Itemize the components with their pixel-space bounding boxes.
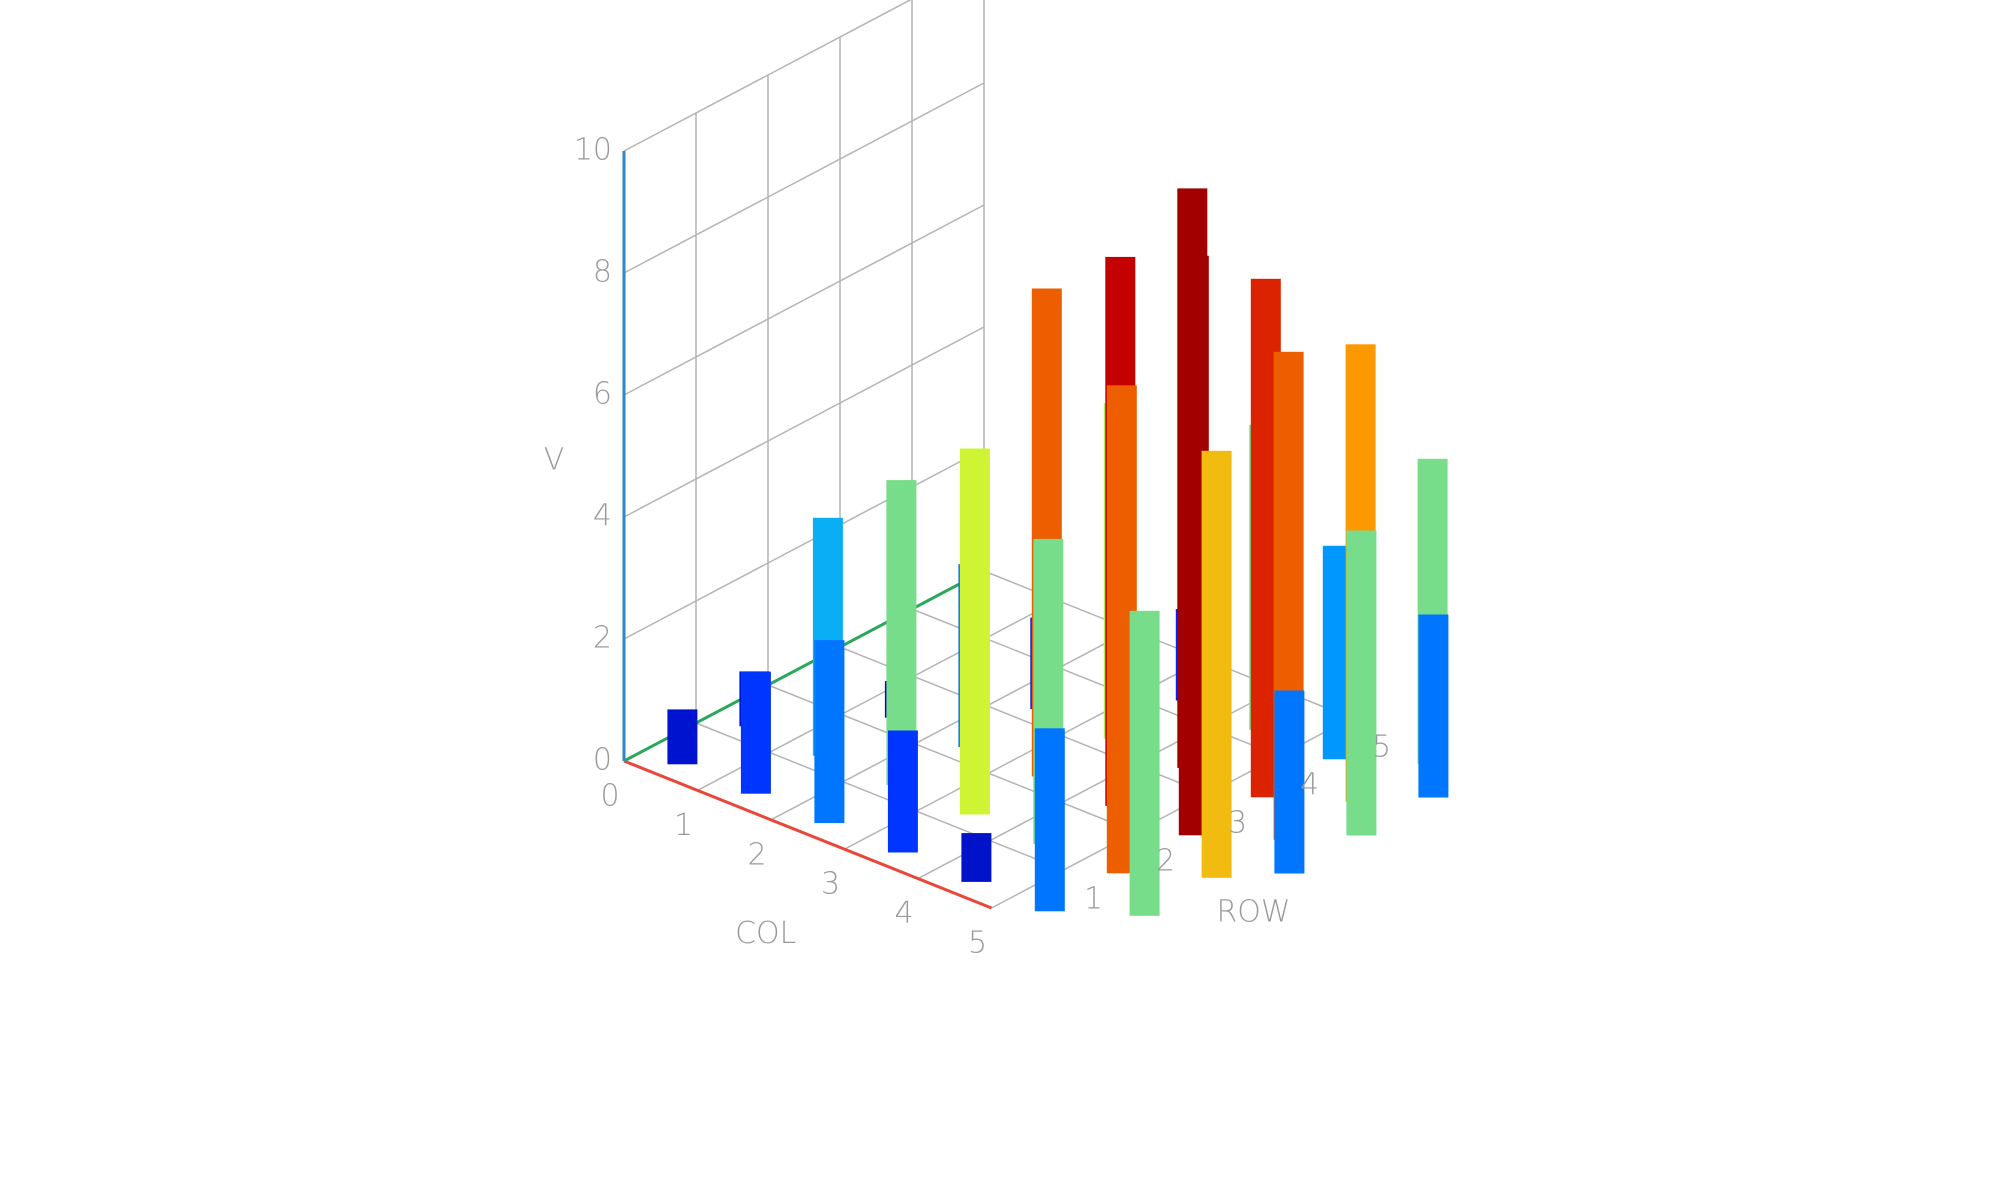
bar — [814, 640, 845, 824]
v-tick-label: 4 — [593, 499, 612, 534]
chart-bars — [667, 188, 1449, 916]
bar — [1274, 690, 1305, 874]
row-tick-label: 2 — [1156, 844, 1175, 879]
v-tick-label: 8 — [593, 255, 612, 290]
v-axis-title: V — [544, 443, 565, 478]
bar — [961, 833, 992, 882]
chart-axes — [622, 151, 993, 910]
row-tick-label: 4 — [1300, 768, 1319, 803]
bar — [959, 448, 990, 815]
row-tick-label: 1 — [1084, 882, 1103, 917]
v-tick-label: 6 — [593, 377, 612, 412]
bar — [1346, 530, 1377, 836]
col-tick-label: 2 — [747, 837, 766, 872]
col-tick-label: 5 — [968, 926, 987, 961]
bar — [1129, 610, 1160, 916]
bar — [1201, 450, 1232, 878]
v-tick-label: 10 — [574, 133, 612, 168]
col-tick-label: 1 — [674, 808, 693, 843]
bar — [1034, 728, 1065, 912]
bar — [1418, 614, 1449, 798]
row-tick-label: 5 — [1372, 730, 1391, 765]
chart-labels: 0 1 2 3 4 5 1 2 3 4 5 0 2 4 6 8 10 COL ROW V — [544, 133, 1391, 961]
grid-line-wall-horizontal — [623, 204, 985, 396]
col-tick-label: 3 — [821, 867, 840, 902]
bar — [667, 709, 698, 765]
row-tick-label: 3 — [1228, 806, 1247, 841]
bar — [887, 730, 918, 853]
grid-line-wall-horizontal — [623, 326, 985, 518]
grid-line-wall-horizontal — [623, 82, 985, 274]
col-axis-title: COL — [735, 916, 796, 951]
grid-line-wall-horizontal — [623, 0, 912, 152]
col-axis-line — [623, 759, 993, 910]
col-tick-label: 0 — [600, 779, 619, 814]
row-axis-title: ROW — [1216, 895, 1290, 930]
col-tick-label: 4 — [894, 896, 913, 931]
grid-line-wall-horizontal — [623, 448, 985, 640]
v-tick-label: 2 — [593, 621, 612, 656]
v-tick-label: 0 — [593, 743, 612, 778]
bar — [740, 671, 771, 794]
